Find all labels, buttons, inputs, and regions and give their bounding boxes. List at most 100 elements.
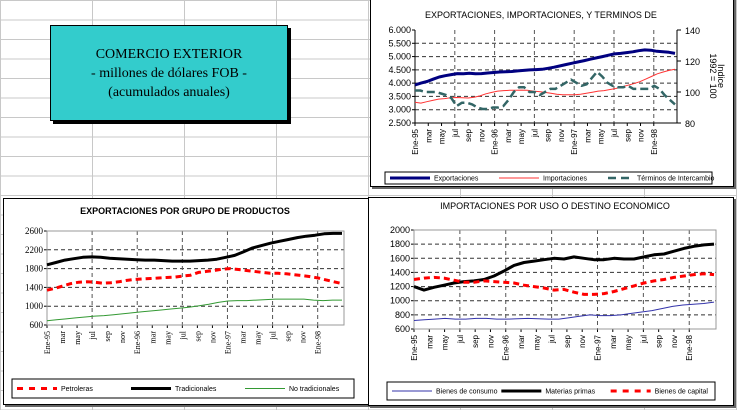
y2-tick-label: 100 [685,88,700,98]
y-tick-label: 1200 [390,282,410,292]
chart-exports_group: EXPORTACIONES POR GRUPO DE PRODUCTOS 600 1… [11,206,355,399]
series-line-exportaciones [414,48,676,87]
legend: Bienes de consumo Materias primas Bienes d… [386,381,716,401]
y2-axis-label: Indice [716,64,726,88]
y-tick-label: 1000 [25,301,44,311]
legend-box [384,171,713,185]
x-tick-label: jul [88,330,97,340]
x-tick-label: jul [451,129,460,138]
x-tick-label: nov [299,331,308,343]
x-tick-label: Ene-97 [593,334,602,360]
x-tick-label: sep [655,334,664,347]
title-line-1: COMERCIO EXTERIOR [95,46,243,62]
x-tick-label: Ene-96 [491,128,500,154]
x-tick-label: nov [208,331,217,343]
series-line-t-rminos-de-intercambio [415,70,676,111]
x-tick-label: mar [517,335,526,349]
legend-label: Bienes de capital [655,389,709,396]
legend-label: Bienes de consumo [436,389,498,396]
x-tick-label: jul [530,129,539,138]
chart-imports_use: IMPORTACIONES POR USO O DESTINO ECONOMIC… [386,201,717,401]
x-tick-label: sep [103,331,112,342]
y-tick-label: 5.500 [388,38,411,48]
legend-label: Petroleras [61,386,93,393]
chart-trade: EXPORTACIONES, IMPORTACIONES, Y TERMINOS… [384,10,726,185]
x-tick-label: may [438,129,447,144]
y2-tick-label: 80 [685,119,695,129]
legend-box [386,381,716,401]
x-tick-label: jul [178,330,187,340]
legend-label: No tradicionales [289,386,340,393]
y-tick-label: 1800 [25,264,44,274]
x-tick-label: mar [58,331,67,344]
title-line-2: - millones de dólares FOB - [91,65,247,81]
y-tick-label: 800 [395,310,410,320]
x-tick-label: mar [609,335,618,349]
series-line-tradicionales [46,231,342,267]
x-tick-label: may [254,331,263,345]
x-tick-label: may [624,335,633,350]
legend-label: Materias primas [545,389,595,396]
x-tick-label: Ene-98 [650,128,659,154]
x-tick-label: Ene-95 [43,331,52,354]
title-line-3: (acumulados anuales) [108,84,230,100]
y-tick-label: 1800 [390,239,410,249]
series-line-petroleras [46,267,343,292]
x-tick-label: Ene-96 [133,331,142,354]
x-tick-label: Ene-95 [411,128,420,154]
x-tick-label: sep [284,331,293,342]
x-tick-label: may [73,331,82,345]
series-line-no-tradicionales [46,298,342,322]
y-tick-label: 1000 [390,296,410,306]
y-tick-label: 6.000 [388,25,411,35]
series-line-bienes-de-capital [413,272,715,296]
y-tick-label: 2.500 [388,118,411,128]
x-tick-label: nov [118,331,127,343]
plot-border [46,230,345,326]
y-tick-label: 1400 [390,267,410,277]
y-tick-label: 600 [395,324,410,334]
x-tick-label: sep [464,128,473,141]
x-tick-label: may [517,129,526,144]
x-tick-label: jul [548,335,557,344]
legend-label: Tradicionales [175,386,217,393]
x-tick-label: may [441,335,450,350]
y-tick-label: 3.000 [388,105,411,115]
x-tick-label: nov [486,335,495,348]
legend-label: Términos de Intercambio [637,176,715,183]
chart-title: EXPORTACIONES POR GRUPO DE PRODUCTOS [80,206,290,216]
x-tick-label: nov [477,129,486,142]
x-tick-label: sep [544,128,553,141]
x-tick-label: jul [269,330,278,340]
x-tick-label: Ene-98 [685,334,694,360]
x-tick-label: sep [193,331,202,342]
x-tick-label: nov [670,335,679,348]
legend-box [11,378,355,399]
x-tick-label: Ene-95 [410,334,419,360]
x-tick-label: mar [424,129,433,143]
y-tick-label: 2600 [25,226,44,236]
y-tick-label: 1400 [25,282,44,292]
x-tick-label: jul [639,335,648,344]
x-tick-label: sep [623,128,632,141]
legend-label: Importaciones [543,176,587,183]
chart-title: EXPORTACIONES, IMPORTACIONES, Y TERMINOS… [425,10,657,20]
x-tick-label: may [163,331,172,345]
x-tick-label: sep [471,334,480,347]
y-tick-label: 2200 [25,245,44,255]
chart-title: IMPORTACIONES POR USO O DESTINO ECONOMIC… [440,201,670,211]
x-tick-label: nov [557,129,566,142]
y-tick-label: 1600 [390,253,410,263]
chart-exports-group-frame[interactable] [3,198,369,405]
x-tick-label: mar [504,129,513,143]
y2-axis-label: 1992 = 100 [708,53,718,98]
x-tick-label: Ene-98 [314,331,323,354]
x-tick-label: mar [238,331,247,344]
x-tick-label: Ene-97 [223,331,232,354]
x-tick-label: may [597,129,606,144]
x-tick-label: nov [637,129,646,142]
chart-imports-use-frame[interactable] [368,197,734,406]
legend: Petroleras Tradicionales No tradicionales [11,378,355,399]
y-tick-label: 600 [30,320,44,330]
x-tick-label: nov [578,335,587,348]
